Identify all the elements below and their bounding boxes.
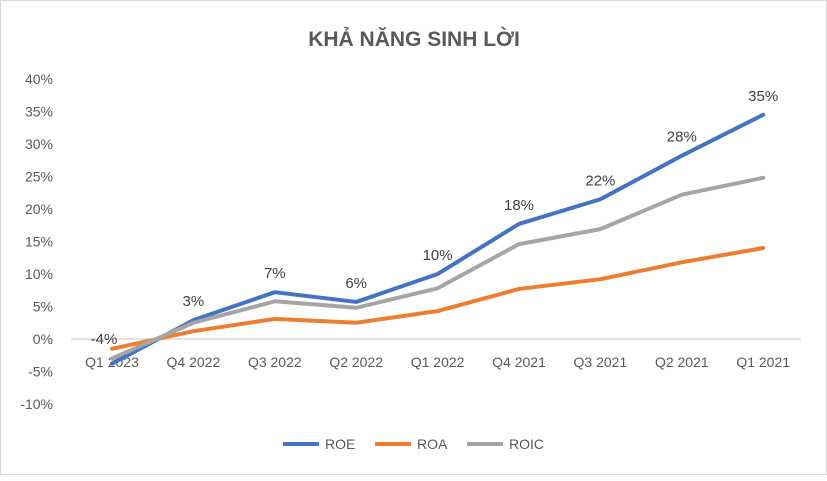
legend-item-roa: ROA [375,436,448,452]
data-label: 18% [504,197,534,214]
data-label: -4% [91,331,118,348]
x-tick-label: Q3 2022 [248,354,302,370]
data-label: 7% [264,265,286,282]
data-label: 3% [183,293,205,310]
y-tick-label: 0% [33,331,53,347]
data-label: 10% [423,247,453,264]
data-label: 6% [345,275,367,292]
x-tick-label: Q4 2021 [492,354,546,370]
y-tick-label: 10% [25,266,53,282]
legend-item-roic: ROIC [467,436,544,452]
x-tick-label: Q4 2022 [167,354,221,370]
legend-label: ROE [325,436,355,452]
data-label: 28% [667,129,697,146]
y-tick-label: 35% [25,104,53,120]
y-tick-label: 15% [25,234,53,250]
y-tick-label: 30% [25,136,53,152]
chart-title: KHẢ NĂNG SINH LỜI [308,27,520,51]
legend-label: ROIC [509,436,544,452]
data-label: 22% [585,172,615,189]
x-tick-label: Q2 2022 [329,354,383,370]
y-tick-label: 5% [33,299,53,315]
series-roic [112,178,763,359]
x-tick-label: Q2 2021 [655,354,709,370]
y-tick-label: 20% [25,201,53,217]
x-tick-label: Q1 2021 [736,354,790,370]
y-tick-label: 25% [25,169,53,185]
series-line-roe [112,115,763,364]
x-tick-label: Q1 2022 [411,354,465,370]
legend-item-roe: ROE [283,436,355,452]
y-tick-label: 40% [25,71,53,87]
y-tick-label: -5% [28,364,53,380]
data-label: 35% [748,88,778,105]
x-tick-label: Q3 2021 [574,354,628,370]
series-line-roic [112,178,763,359]
y-tick-label: -10% [20,396,53,412]
legend-label: ROA [417,436,448,452]
